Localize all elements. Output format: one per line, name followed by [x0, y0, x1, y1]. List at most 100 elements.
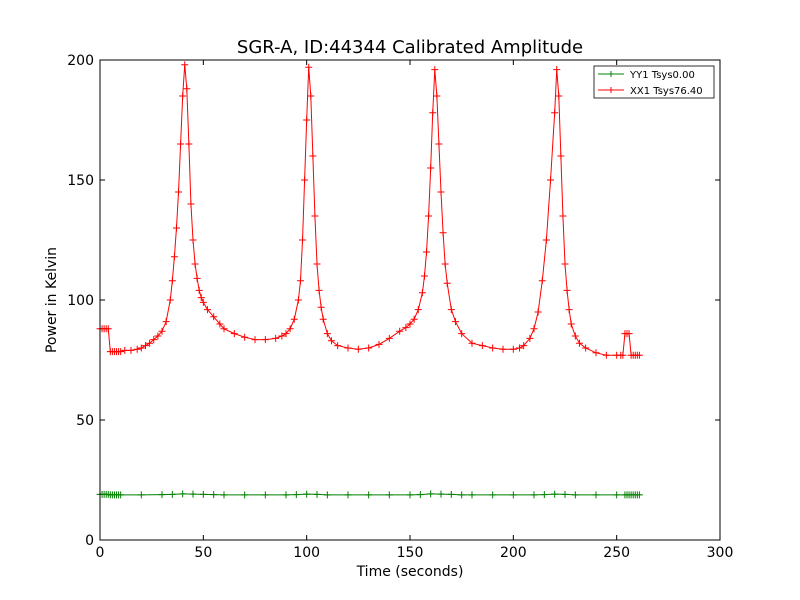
data-point	[261, 491, 269, 499]
x-tick-label: 0	[96, 545, 105, 561]
data-point	[241, 333, 249, 341]
data-point	[179, 490, 187, 498]
data-point	[489, 344, 497, 352]
data-point	[439, 229, 447, 237]
data-point	[437, 188, 445, 196]
data-point	[468, 491, 476, 499]
data-point	[561, 490, 569, 498]
data-point	[162, 318, 170, 326]
data-point	[447, 306, 455, 314]
data-point	[104, 325, 112, 333]
data-point	[117, 491, 125, 499]
data-point	[478, 342, 486, 350]
data-point	[416, 491, 424, 499]
data-point	[294, 296, 302, 304]
data-point	[199, 490, 207, 498]
data-point	[553, 66, 561, 74]
data-point	[551, 109, 559, 117]
data-point	[431, 66, 439, 74]
y-tick-label: 0	[85, 533, 94, 549]
data-point	[251, 336, 259, 344]
data-point	[195, 286, 203, 294]
data-point	[168, 277, 176, 285]
data-point	[278, 332, 286, 340]
y-tick-label: 150	[67, 173, 94, 189]
data-point	[282, 491, 290, 499]
data-point	[538, 277, 546, 285]
data-point	[437, 490, 445, 498]
data-point	[571, 332, 579, 340]
data-point	[423, 248, 431, 256]
data-point	[216, 320, 224, 328]
data-point	[530, 325, 538, 333]
data-point	[427, 164, 435, 172]
data-point	[272, 334, 280, 342]
y-axis-label: Power in Kelvin	[44, 247, 60, 353]
data-point	[193, 274, 201, 282]
x-ticks: 0 50 100 150 200 250 300	[96, 60, 733, 561]
data-point	[520, 342, 528, 350]
data-point	[458, 330, 466, 338]
data-point	[299, 236, 307, 244]
data-point	[220, 491, 228, 499]
data-point	[375, 340, 383, 348]
data-point	[210, 491, 218, 499]
data-point	[197, 294, 205, 302]
data-point	[187, 200, 195, 208]
series-xx1	[96, 61, 643, 359]
data-point	[509, 491, 517, 499]
data-point	[309, 152, 317, 160]
legend: YY1 Tsys0.00 XX1 Tsys76.40	[593, 65, 715, 99]
data-point	[301, 176, 309, 184]
data-point	[150, 336, 158, 344]
data-point	[406, 320, 414, 328]
data-point	[141, 342, 149, 350]
data-point	[435, 140, 443, 148]
data-point	[170, 253, 178, 261]
data-point	[592, 349, 600, 357]
data-point	[575, 339, 583, 347]
data-point	[443, 279, 451, 287]
data-point	[315, 286, 323, 294]
data-point	[565, 306, 573, 314]
data-point	[307, 92, 315, 100]
data-point	[220, 325, 228, 333]
data-point	[334, 342, 342, 350]
data-point	[203, 306, 211, 314]
data-point	[296, 277, 304, 285]
data-point	[613, 491, 621, 499]
data-point	[542, 236, 550, 244]
data-point	[429, 109, 437, 117]
data-point	[133, 345, 141, 353]
data-point	[557, 152, 565, 160]
data-point	[137, 491, 145, 499]
data-point	[121, 346, 129, 354]
data-point	[317, 303, 325, 311]
data-point	[189, 490, 197, 498]
data-point	[509, 345, 517, 353]
legend-marker-yy1	[608, 71, 614, 77]
x-tick-label: 150	[397, 545, 424, 561]
y-ticks: 0 50 100 150 200	[67, 53, 720, 549]
data-point	[137, 344, 145, 352]
x-tick-label: 200	[500, 545, 527, 561]
legend-marker-xx1	[608, 87, 614, 93]
data-point	[189, 236, 197, 244]
legend-label-yy1: YY1 Tsys0.00	[629, 70, 695, 81]
data-point	[158, 491, 166, 499]
data-point	[210, 313, 218, 321]
data-point	[179, 92, 187, 100]
data-point	[563, 286, 571, 294]
data-point	[313, 490, 321, 498]
data-point	[530, 491, 538, 499]
legend-box	[593, 65, 715, 99]
data-point	[551, 490, 559, 498]
data-point	[571, 491, 579, 499]
data-point	[385, 334, 393, 342]
data-point	[183, 85, 191, 93]
data-point	[410, 315, 418, 323]
data-point	[499, 345, 507, 353]
data-point	[241, 491, 249, 499]
data-point	[441, 260, 449, 268]
data-point	[447, 490, 455, 498]
